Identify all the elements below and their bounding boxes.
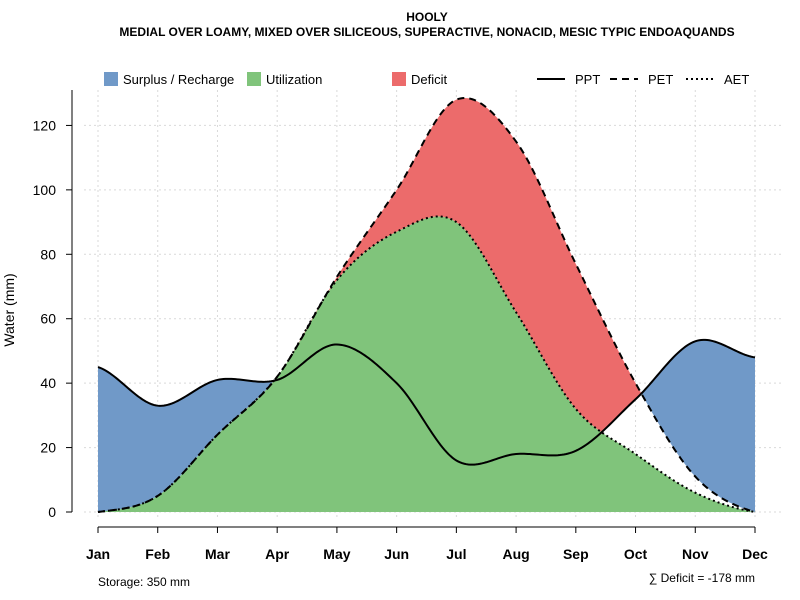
aet-line	[97, 215, 756, 513]
y-tick-label: 100	[33, 182, 57, 198]
legend-swatch-utilization	[247, 72, 261, 86]
legend-swatch-surplus-recharge	[104, 72, 118, 86]
y-axis-label: Water (mm)	[1, 273, 17, 346]
x-tick-label-aug: Aug	[502, 546, 529, 562]
legend: Surplus / Recharge Utilization Deficit PPT P…	[104, 72, 749, 87]
axes: 0 20 40 60 80 100 120 Jan Feb Mar Apr May Jun Jul Aug S…	[33, 90, 768, 562]
legend-label-utilization: Utilization	[266, 72, 322, 87]
legend-swatch-deficit	[392, 72, 406, 86]
x-tick-label-dec: Dec	[742, 546, 768, 562]
x-tick-label-apr: Apr	[265, 546, 290, 562]
x-tick-label-oct: Oct	[624, 546, 648, 562]
legend-label-aet: AET	[724, 72, 749, 87]
x-tick-label-nov: Nov	[682, 546, 709, 562]
series-lines	[97, 97, 756, 513]
legend-label-deficit: Deficit	[411, 72, 448, 87]
x-tick-label-jan: Jan	[86, 546, 110, 562]
y-tick-label: 40	[40, 375, 56, 391]
area-regions	[98, 98, 755, 513]
utilization-area	[98, 216, 755, 513]
x-tick-label-sep: Sep	[563, 546, 589, 562]
x-tick-label-jun: Jun	[384, 546, 409, 562]
chart-subtitle: MEDIAL OVER LOAMY, MIXED OVER SILICEOUS,…	[119, 25, 734, 39]
storage-annotation: Storage: 350 mm	[98, 575, 190, 589]
y-tick-label: 80	[40, 246, 56, 262]
y-tick-label: 20	[40, 440, 56, 456]
y-tick-label: 60	[40, 311, 56, 327]
legend-label-surplus-recharge: Surplus / Recharge	[123, 72, 234, 87]
ppt-line	[97, 338, 756, 466]
deficit-annotation: ∑ Deficit = -178 mm	[649, 571, 755, 585]
y-tick-label: 120	[33, 117, 57, 133]
legend-label-ppt: PPT	[575, 72, 600, 87]
legend-label-pet: PET	[648, 72, 673, 87]
pet-line	[97, 97, 756, 513]
deficit-area	[98, 98, 755, 512]
y-tick-label: 0	[48, 504, 56, 520]
x-tick-label-jul: Jul	[446, 546, 466, 562]
x-tick-label-may: May	[323, 546, 350, 562]
surplus-area	[98, 98, 755, 512]
x-tick-label-feb: Feb	[145, 546, 170, 562]
chart-title: HOOLY	[406, 10, 448, 24]
x-tick-label-mar: Mar	[205, 546, 230, 562]
